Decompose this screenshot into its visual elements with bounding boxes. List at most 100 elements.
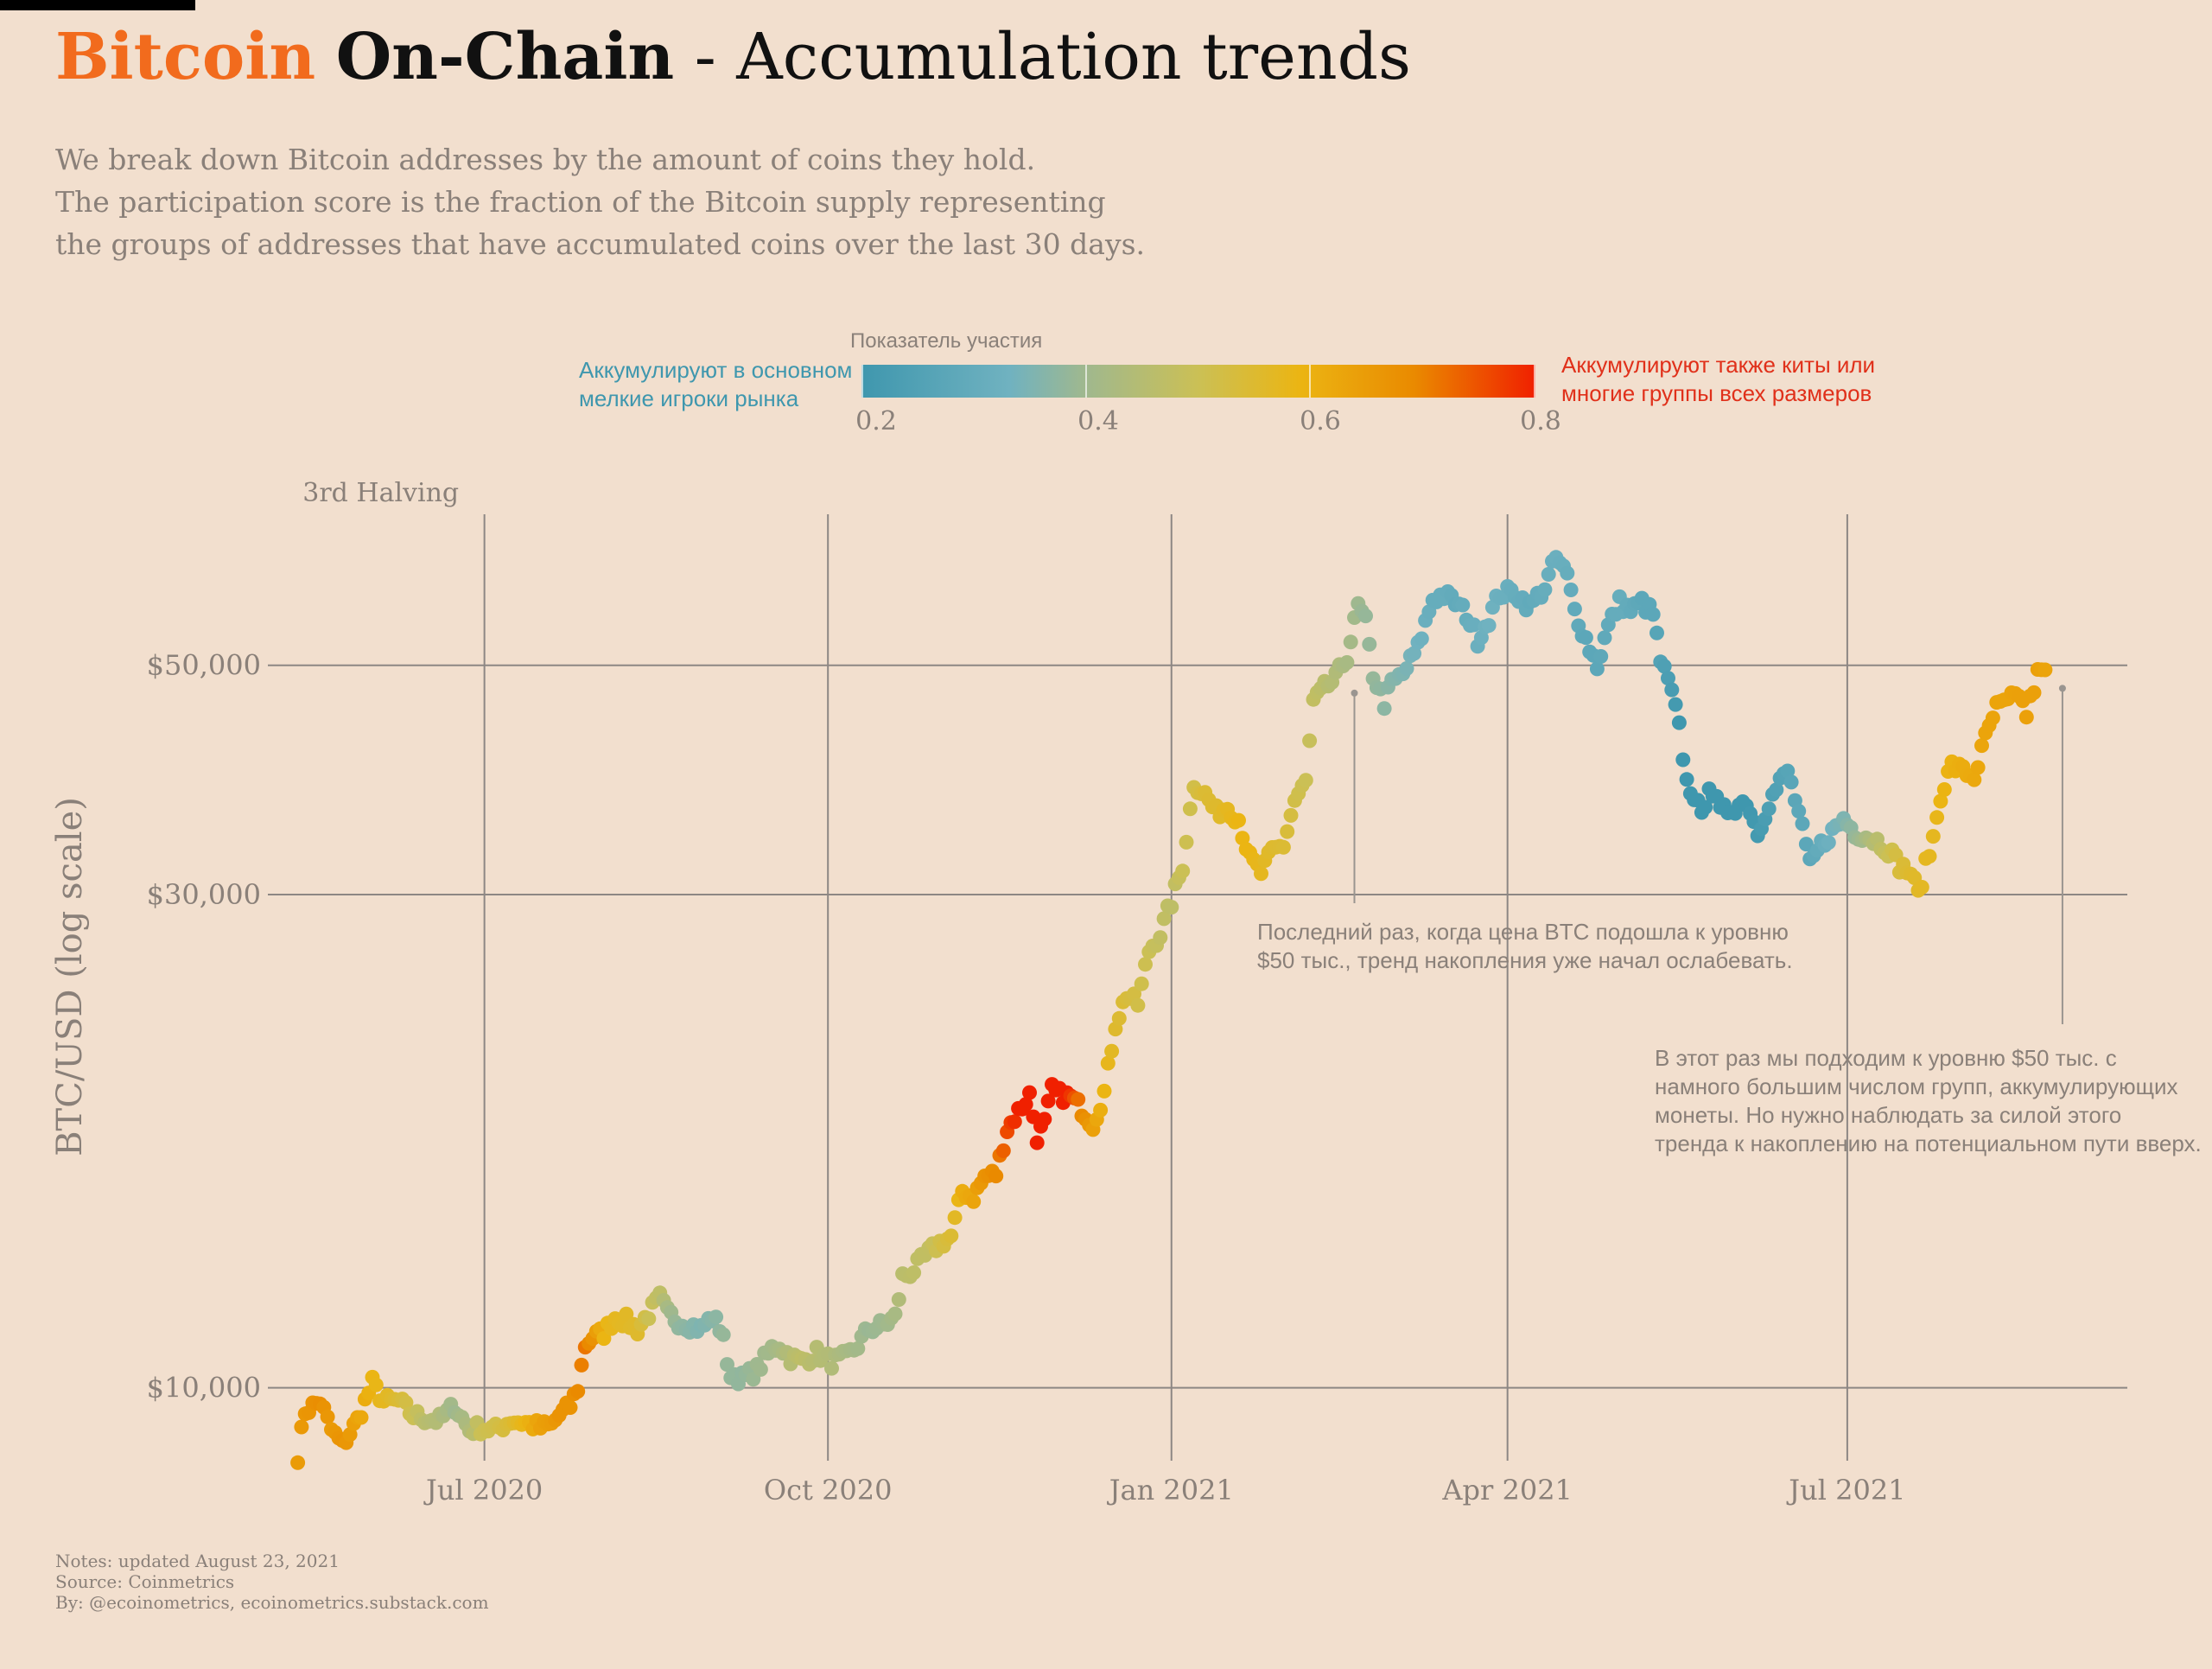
price-point <box>1668 697 1683 712</box>
price-point <box>2026 685 2042 700</box>
x-tick-label: Apr 2021 <box>1441 1474 1573 1507</box>
price-point <box>1156 911 1172 927</box>
annotation-text-line: монеты. Но нужно наблюдать за силой этог… <box>1655 1102 2121 1128</box>
top-accent-bar <box>0 0 195 10</box>
price-point <box>753 1361 768 1377</box>
price-point <box>1761 801 1777 817</box>
price-point <box>1671 715 1687 730</box>
price-point <box>1164 900 1179 915</box>
price-point <box>290 1455 306 1470</box>
price-point <box>1407 646 1422 661</box>
price-point <box>596 1331 612 1347</box>
price-point <box>1466 617 1482 633</box>
price-point <box>1358 608 1373 624</box>
price-point <box>1111 1010 1127 1026</box>
price-point <box>1040 1093 1056 1109</box>
price-point <box>1254 866 1268 882</box>
annotation-text-line: тренда к накоплению на потенциальном пут… <box>1655 1131 2202 1156</box>
annotation-text-line: намного большим числом групп, аккумулиру… <box>1655 1073 2178 1099</box>
price-point <box>1967 772 1982 787</box>
title-brand: Bitcoin <box>55 20 316 94</box>
price-point <box>1985 710 2000 726</box>
price-point <box>1914 880 1929 895</box>
price-point <box>1362 636 1377 652</box>
price-point <box>1153 930 1168 946</box>
colorbar-tick <box>1309 365 1311 398</box>
price-point <box>574 1357 589 1373</box>
price-point <box>1130 997 1146 1013</box>
x-tick-label: Oct 2020 <box>764 1474 893 1507</box>
price-point <box>1343 634 1358 650</box>
price-point <box>398 1395 414 1411</box>
price-point <box>1280 824 1295 839</box>
price-point <box>1179 834 1194 850</box>
colorbar-tick <box>1085 365 1087 398</box>
price-point <box>988 1169 1004 1184</box>
y-axis-label: BTC/USD (log scale) <box>50 797 90 1156</box>
price-point <box>1970 760 1986 775</box>
legend-high-line: многие группы всех размеров <box>1561 380 1872 406</box>
price-point <box>995 1143 1011 1158</box>
price-point <box>709 1309 724 1325</box>
legend-low-description: Аккумулируют в основном мелкие игроки ры… <box>579 356 852 413</box>
page-title: Bitcoin On-Chain - Accumulation trends <box>55 20 1411 94</box>
price-point <box>906 1265 922 1280</box>
price-point <box>1645 607 1661 622</box>
price-point <box>1593 649 1609 664</box>
price-point <box>1376 701 1392 717</box>
price-point <box>368 1377 384 1392</box>
price-point <box>1698 799 1713 815</box>
legend-high-line: Аккумулируют также киты или <box>1561 352 1876 378</box>
legend-low-line: мелкие игроки рынка <box>579 385 799 411</box>
price-point <box>1235 831 1250 846</box>
price-point <box>1560 565 1575 581</box>
price-point <box>320 1409 335 1424</box>
subtitle-line: the groups of addresses that have accumu… <box>55 227 1146 261</box>
x-tick-label: Jul 2020 <box>423 1474 543 1507</box>
halving-label: 3rd Halving <box>302 478 459 508</box>
price-point <box>1421 604 1437 620</box>
colorbar-label: 0.4 <box>1077 406 1119 436</box>
price-point <box>1022 1085 1037 1100</box>
price-point <box>2037 662 2053 678</box>
price-point <box>1798 837 1814 852</box>
price-point <box>1071 1092 1086 1107</box>
price-point <box>1481 618 1497 634</box>
price-point <box>1936 782 1952 797</box>
price-point <box>1100 1055 1116 1071</box>
price-point <box>1649 625 1664 640</box>
price-point <box>720 1357 734 1373</box>
price-point <box>1399 661 1414 676</box>
price-point <box>715 1327 731 1342</box>
price-point <box>1138 957 1153 972</box>
price-point <box>1134 976 1149 991</box>
price-point <box>641 1311 657 1327</box>
price-point <box>947 1210 963 1226</box>
price-point <box>1656 659 1672 674</box>
x-tick-label: Jan 2021 <box>1107 1474 1234 1507</box>
price-point <box>850 1341 866 1356</box>
notes-line: Source: Coinmetrics <box>55 1571 235 1592</box>
subtitle-line: The participation score is the fraction … <box>55 185 1106 219</box>
price-point <box>1675 752 1691 768</box>
price-point <box>1563 583 1579 597</box>
footer-notes: Notes: updated August 23, 2021 Source: C… <box>55 1551 489 1613</box>
subtitle-line: We break down Bitcoin addresses by the a… <box>55 143 1036 176</box>
price-point <box>1929 810 1945 825</box>
x-tick-label: Jul 2021 <box>1786 1474 1905 1507</box>
price-point <box>1018 1097 1033 1112</box>
price-point <box>1093 1102 1109 1118</box>
annotation-text-line: В этот раз мы подходим к уровню $50 тыс.… <box>1655 1045 2117 1071</box>
legend-low-line: Аккумулируют в основном <box>579 357 853 383</box>
price-point <box>944 1228 959 1244</box>
price-point <box>1578 630 1593 646</box>
price-point <box>1455 597 1471 613</box>
price-point <box>1821 835 1836 850</box>
price-point <box>887 1306 903 1322</box>
price-point <box>1791 804 1807 819</box>
price-point <box>1127 986 1141 1002</box>
colorbar-tick <box>1534 365 1535 398</box>
colorbar-label: 0.6 <box>1300 406 1341 436</box>
price-point <box>1679 772 1694 787</box>
price-point <box>1037 1112 1052 1127</box>
